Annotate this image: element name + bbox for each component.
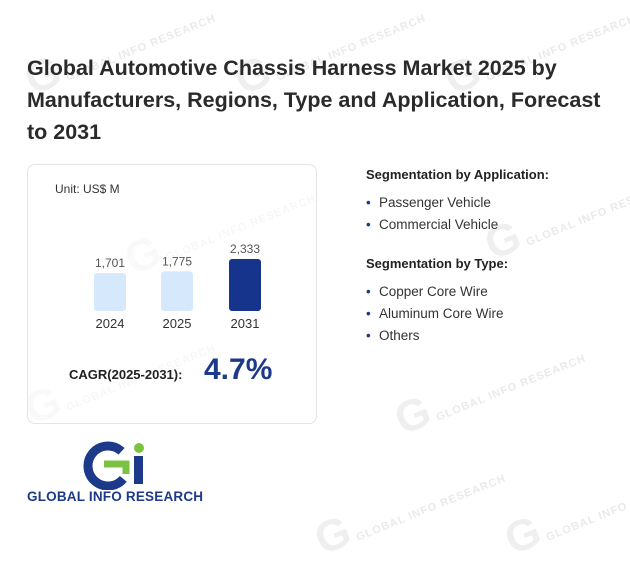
unit-label: Unit: US$ M: [55, 182, 120, 196]
category-label: 2031: [231, 316, 260, 331]
logo-mark-icon: [83, 441, 144, 490]
watermark: G GLOBAL INFO RESEARCH: [307, 472, 508, 565]
cagr-value: 4.7%: [204, 353, 273, 386]
segment-item: Passenger Vehicle: [366, 192, 616, 214]
bar-2024: [94, 273, 126, 311]
watermark: G GLOBAL INFO RESEARCH: [497, 472, 630, 565]
segment-item: Copper Core Wire: [366, 281, 616, 303]
value-label: 2,333: [230, 242, 260, 256]
category-label: 2024: [96, 316, 125, 331]
chart-card: Unit: US$ M 1,701 2024 1,775 2025 2,333 2031 …: [27, 164, 317, 424]
value-label: 1,701: [95, 256, 125, 270]
segmentation-heading: Segmentation by Application:: [366, 167, 549, 182]
segmentation-type: Segmentation by Type: Copper Core Wire A…: [366, 256, 616, 347]
segment-item: Others: [366, 325, 616, 347]
category-label: 2025: [163, 316, 192, 331]
segment-item: Aluminum Core Wire: [366, 303, 616, 325]
cagr-label: CAGR(2025-2031):: [69, 367, 183, 382]
company-logo: GLOBAL INFO RESEARCH: [27, 440, 227, 510]
segment-item: Commercial Vehicle: [366, 214, 616, 236]
bar-2031: [229, 259, 261, 311]
bar-chart: 1,701 2024 1,775 2025 2,333 2031: [94, 242, 261, 331]
value-label: 1,775: [162, 254, 192, 268]
segmentation-application: Segmentation by Application: Passenger V…: [366, 167, 616, 236]
report-title: Global Automotive Chassis Harness Market…: [27, 56, 601, 144]
bar-2025: [161, 271, 193, 311]
segmentation-heading: Segmentation by Type:: [366, 256, 509, 271]
logo-text: GLOBAL INFO RESEARCH: [27, 489, 204, 504]
